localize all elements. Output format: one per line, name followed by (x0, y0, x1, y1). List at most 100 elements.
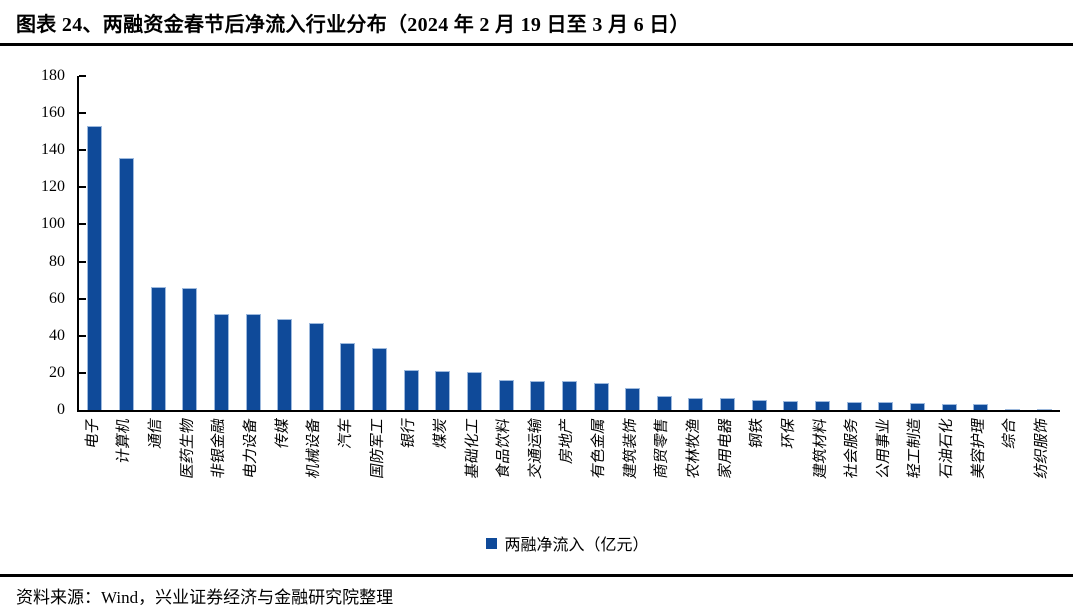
x-tick-label: 食品饮料 (496, 417, 513, 480)
bar-slot (712, 76, 744, 410)
x-label-cell: 通信 (140, 416, 172, 522)
x-tick-label: 农林牧渔 (685, 417, 702, 480)
x-label-cell: 食品饮料 (488, 416, 520, 522)
y-axis-tick (79, 112, 86, 115)
bar-非银金融 (213, 314, 229, 410)
x-tick-label: 轻工制造 (907, 417, 924, 480)
x-tick-label: 家用电器 (717, 417, 734, 480)
bar-slot (364, 76, 396, 410)
bar-建筑材料 (815, 401, 831, 410)
chart-legend: 两融净流入（亿元） (77, 531, 1058, 555)
bar-slot (490, 76, 522, 410)
bar-社会服务 (846, 402, 862, 410)
bar-slot (807, 76, 839, 410)
y-axis-labels: 0 20 40 60 80 100 120 140 160 180 (0, 67, 65, 418)
bar-农林牧渔 (688, 398, 704, 410)
x-label-cell: 交通运输 (520, 416, 552, 522)
x-label-cell: 房地产 (552, 416, 584, 522)
x-tick-label: 通信 (148, 417, 165, 450)
bar-环保 (783, 401, 799, 410)
bar-slot (269, 76, 301, 410)
legend-label: 两融净流入（亿元） (504, 537, 649, 554)
source-note: 资料来源：Wind，兴业证券经济与金融研究院整理 (16, 588, 394, 607)
y-axis-tick (79, 149, 86, 152)
y-tick-label: 0 (57, 401, 65, 418)
x-tick-label: 电力设备 (243, 417, 260, 480)
plot-area (77, 75, 1060, 412)
x-tick-label: 纺织服饰 (1034, 417, 1051, 480)
bar-电子 (87, 126, 103, 410)
bar-家用电器 (720, 398, 736, 410)
bar-食品饮料 (498, 380, 514, 410)
bar-slot (427, 76, 459, 410)
bar-slot (206, 76, 238, 410)
x-label-cell: 有色金属 (583, 416, 615, 522)
bar-房地产 (561, 381, 577, 410)
top-divider (0, 43, 1073, 46)
bar-slot (554, 76, 586, 410)
bar-slot (680, 76, 712, 410)
bar-slot (743, 76, 775, 410)
bar-机械设备 (308, 323, 324, 410)
x-tick-label: 建筑材料 (812, 417, 829, 480)
x-tick-label: 基础化工 (464, 417, 481, 480)
x-label-cell: 建筑装饰 (615, 416, 647, 522)
y-axis-tick (79, 260, 86, 263)
bar-slot (174, 76, 206, 410)
x-tick-label: 钢铁 (749, 417, 766, 450)
bar-石油石化 (941, 404, 957, 410)
bar-传媒 (277, 319, 293, 410)
bar-slot (237, 76, 269, 410)
x-label-cell: 社会服务 (836, 416, 868, 522)
bar-国防军工 (372, 348, 388, 410)
x-label-cell: 汽车 (330, 416, 362, 522)
bar-slot (775, 76, 807, 410)
bar-基础化工 (467, 372, 482, 410)
y-tick-label: 60 (49, 289, 65, 307)
bar-slot (1028, 76, 1060, 410)
y-axis-tick (79, 297, 86, 300)
y-tick-label: 20 (49, 363, 65, 381)
y-axis-tick (79, 371, 86, 374)
x-tick-label: 社会服务 (844, 417, 861, 480)
bars-container (79, 76, 1060, 410)
x-label-cell: 计算机 (109, 416, 141, 522)
x-label-cell: 基础化工 (457, 416, 489, 522)
bar-电力设备 (245, 314, 261, 410)
x-tick-label: 国防军工 (369, 417, 386, 480)
x-label-cell: 轻工制造 (900, 416, 932, 522)
x-label-cell: 综合 (995, 416, 1027, 522)
x-tick-label: 建筑装饰 (622, 417, 639, 480)
y-tick-label: 100 (41, 215, 65, 233)
x-label-cell: 商贸零售 (647, 416, 679, 522)
x-label-cell: 银行 (393, 416, 425, 522)
bar-slot (79, 76, 111, 410)
bar-纺织服饰 (1036, 409, 1052, 410)
x-label-cell: 煤炭 (425, 416, 457, 522)
bar-slot (838, 76, 870, 410)
y-tick-label: 80 (49, 252, 65, 270)
x-label-cell: 医药生物 (172, 416, 204, 522)
bar-综合 (1004, 409, 1020, 410)
x-tick-label: 煤炭 (432, 417, 449, 450)
legend-marker-icon (486, 537, 498, 549)
bar-煤炭 (435, 371, 451, 410)
bar-slot (459, 76, 491, 410)
chart-title: 图表 24、两融资金春节后净流入行业分布（2024 年 2 月 19 日至 3 … (16, 14, 690, 36)
x-label-cell: 环保 (773, 416, 805, 522)
bar-商贸零售 (656, 396, 672, 410)
x-tick-label: 房地产 (559, 417, 576, 465)
bar-交通运输 (530, 381, 546, 410)
x-label-cell: 石油石化 (931, 416, 963, 522)
x-label-cell: 传媒 (267, 416, 299, 522)
x-label-cell: 电力设备 (235, 416, 267, 522)
x-label-cell: 公用事业 (868, 416, 900, 522)
x-label-cell: 建筑材料 (805, 416, 837, 522)
y-tick-label: 40 (49, 326, 65, 344)
x-label-cell: 美容护理 (963, 416, 995, 522)
bar-通信 (150, 287, 166, 410)
x-tick-label: 机械设备 (306, 417, 323, 480)
x-tick-label: 传媒 (274, 417, 291, 450)
x-tick-label: 电子 (84, 417, 101, 450)
